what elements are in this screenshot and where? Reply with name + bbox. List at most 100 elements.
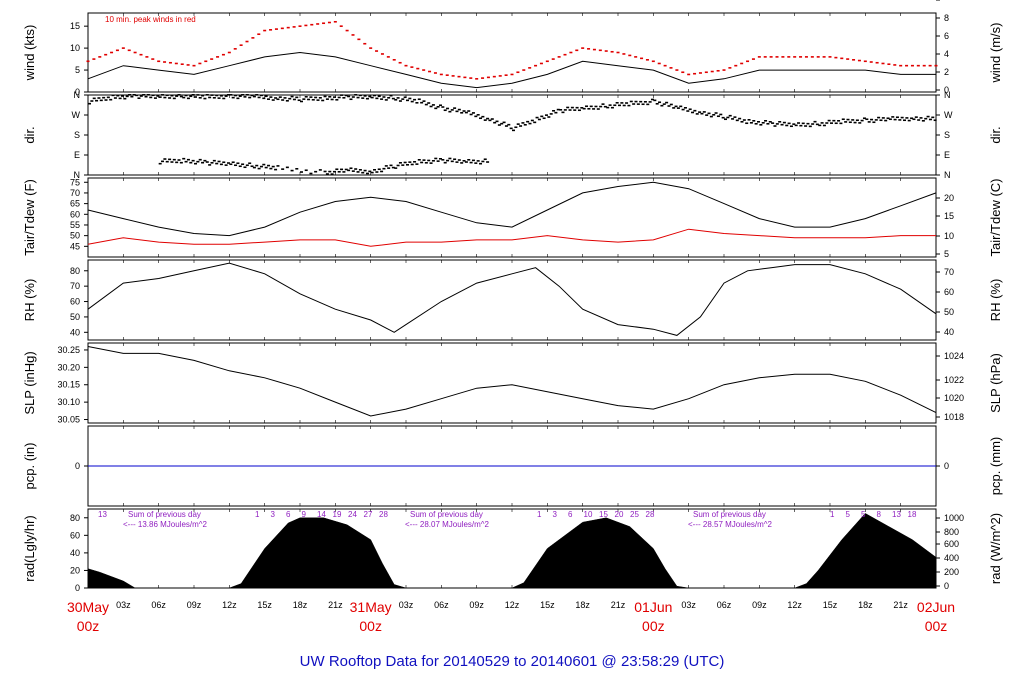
y-tick-label-left: 40: [70, 548, 80, 558]
direction-point: [556, 108, 560, 111]
peak-wind-point: [174, 62, 178, 65]
direction-point: [332, 96, 336, 98]
peak-wind-point: [893, 64, 897, 66]
direction-point: [834, 122, 838, 125]
day-mark: 1: [537, 510, 542, 519]
x-tick-label: 21z: [328, 600, 343, 610]
direction-point: [731, 118, 735, 120]
direction-point: [354, 94, 358, 96]
direction-point: [773, 125, 777, 127]
direction-point: [361, 171, 365, 174]
direction-point: [888, 118, 892, 121]
direction-point: [467, 110, 471, 112]
y-tick-label-right: 80: [944, 0, 954, 2]
peak-wind-point: [528, 67, 532, 69]
direction-point: [118, 97, 122, 100]
direction-point: [436, 160, 440, 162]
y-tick-label-left: 0: [75, 461, 80, 471]
y-tick-label-left: 30.15: [57, 380, 80, 390]
peak-wind-point: [681, 71, 685, 74]
direction-point: [340, 94, 344, 96]
y-tick-label-left: 80: [70, 513, 80, 523]
x-tick-label: 15z: [257, 600, 272, 610]
direction-point: [201, 94, 205, 97]
direction-point: [554, 111, 558, 114]
direction-point: [436, 106, 440, 108]
y-axis-label-right: Tair/Tdew (C): [988, 178, 1003, 256]
direction-point: [285, 166, 289, 169]
day-mark: 13: [98, 510, 107, 519]
direction-point: [441, 159, 445, 161]
direction-point: [455, 110, 459, 113]
date-label: 02Jun: [917, 599, 955, 615]
direction-point: [563, 109, 567, 111]
direction-point: [332, 170, 336, 173]
direction-point: [462, 110, 466, 112]
x-tick-label: 21z: [611, 600, 626, 610]
direction-point: [104, 99, 108, 101]
direction-point: [365, 97, 369, 100]
direction-point: [356, 171, 360, 173]
direction-point: [172, 158, 176, 161]
direction-point: [292, 98, 296, 101]
direction-point: [483, 158, 487, 161]
direction-point: [476, 160, 480, 162]
y-tick-label-right: 10: [944, 231, 954, 241]
direction-point: [785, 124, 789, 127]
direction-point: [672, 107, 676, 109]
y-tick-label-right: 1022: [944, 375, 964, 385]
peak-wind-point: [557, 56, 561, 58]
direction-point: [215, 94, 219, 97]
direction-point: [413, 98, 417, 101]
x-tick-label: 06z: [717, 600, 732, 610]
direction-point: [443, 161, 447, 164]
direction-point: [380, 98, 384, 100]
peak-wind-point: [286, 26, 290, 29]
day-mark: 5: [846, 510, 851, 519]
direction-point: [599, 105, 603, 108]
y-axis-label-left: RH (%): [22, 279, 37, 322]
y-axis-label-left: SLP (inHg): [22, 351, 37, 414]
peak-wind-point: [351, 34, 355, 36]
day-mark: 18: [908, 510, 917, 519]
peak-wind-point: [793, 56, 797, 58]
direction-point: [759, 124, 763, 126]
direction-point: [775, 123, 779, 125]
direction-point: [658, 101, 662, 104]
daily-sum-value: <--- 28.57 MJoules/m^2: [688, 520, 773, 529]
direction-point: [789, 125, 793, 128]
peak-wind-point: [887, 63, 891, 66]
y-tick-label-left: 10: [70, 43, 80, 53]
peak-wind-point: [916, 64, 920, 67]
direction-point: [837, 120, 841, 122]
peak-wind-point: [263, 29, 267, 32]
direction-point: [683, 107, 687, 109]
direction-point: [281, 168, 285, 170]
direction-point: [928, 118, 932, 121]
direction-point: [650, 98, 654, 101]
direction-point: [389, 164, 393, 167]
direction-point: [361, 97, 365, 99]
peak-wind-point: [333, 20, 337, 23]
direction-point: [427, 102, 431, 104]
direction-point: [453, 107, 457, 109]
direction-point: [380, 170, 384, 173]
peak-wind-point: [151, 58, 155, 60]
direction-point: [460, 162, 464, 164]
peak-wind-point: [905, 64, 909, 67]
direction-point: [818, 124, 822, 127]
direction-point: [516, 123, 520, 125]
direction-point: [363, 169, 367, 172]
x-tick-label: 15z: [823, 600, 838, 610]
direction-point: [580, 107, 584, 109]
peak-wind-point: [534, 64, 538, 67]
peak-wind-point: [610, 50, 614, 53]
direction-point: [106, 96, 110, 99]
peak-wind-point: [139, 53, 143, 56]
y-tick-label-right: 1020: [944, 393, 964, 403]
direction-point: [325, 98, 329, 100]
direction-point: [210, 162, 214, 164]
direction-point: [467, 159, 471, 161]
direction-point: [804, 125, 808, 127]
direction-point: [481, 160, 485, 163]
